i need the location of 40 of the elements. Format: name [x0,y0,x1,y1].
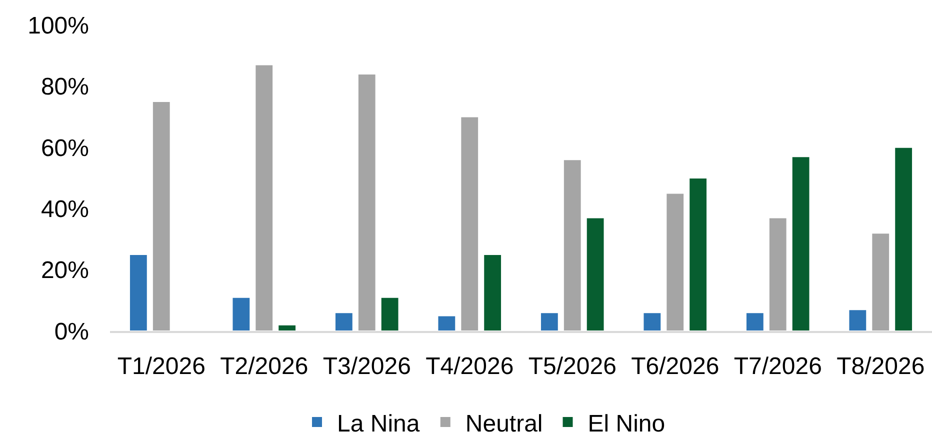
x-tick-label: T4/2026 [426,352,514,380]
x-tick-label: T3/2026 [322,352,411,380]
legend-label: La Nina [337,410,420,438]
x-tick-label: T8/2026 [836,352,925,380]
x-tick-label: T6/2026 [631,352,720,380]
bar [666,192,685,331]
y-tick-label: 60% [40,134,89,162]
bar [586,217,605,331]
bar [894,146,914,331]
bar [357,73,376,331]
x-tick-label: T7/2026 [734,352,822,380]
bar [562,159,582,331]
bar [152,101,171,331]
bar [642,312,662,331]
bar [334,312,354,331]
bar [540,312,559,331]
legend-label: Neutral [465,410,543,438]
bar [688,178,708,331]
bar [745,312,764,331]
x-tick-label: T5/2026 [528,352,616,380]
bar [254,64,274,331]
legend-label: El Nino [588,410,666,438]
x-tick-label: T1/2026 [117,352,206,380]
bar [483,254,502,331]
bar [232,296,251,331]
bar [437,315,456,331]
y-tick-label: 0% [54,318,89,346]
bar [380,296,400,331]
bar [848,309,868,331]
y-tick-label: 80% [40,74,89,101]
bar [278,324,297,331]
y-tick-label: 100% [28,12,89,40]
bar [128,254,148,331]
bar [460,116,480,331]
x-tick-label: T2/2026 [220,352,308,380]
bar [871,232,890,331]
y-tick-label: 40% [40,196,89,223]
bar [791,156,810,331]
bar [768,217,788,331]
y-tick-label: 20% [40,257,89,284]
